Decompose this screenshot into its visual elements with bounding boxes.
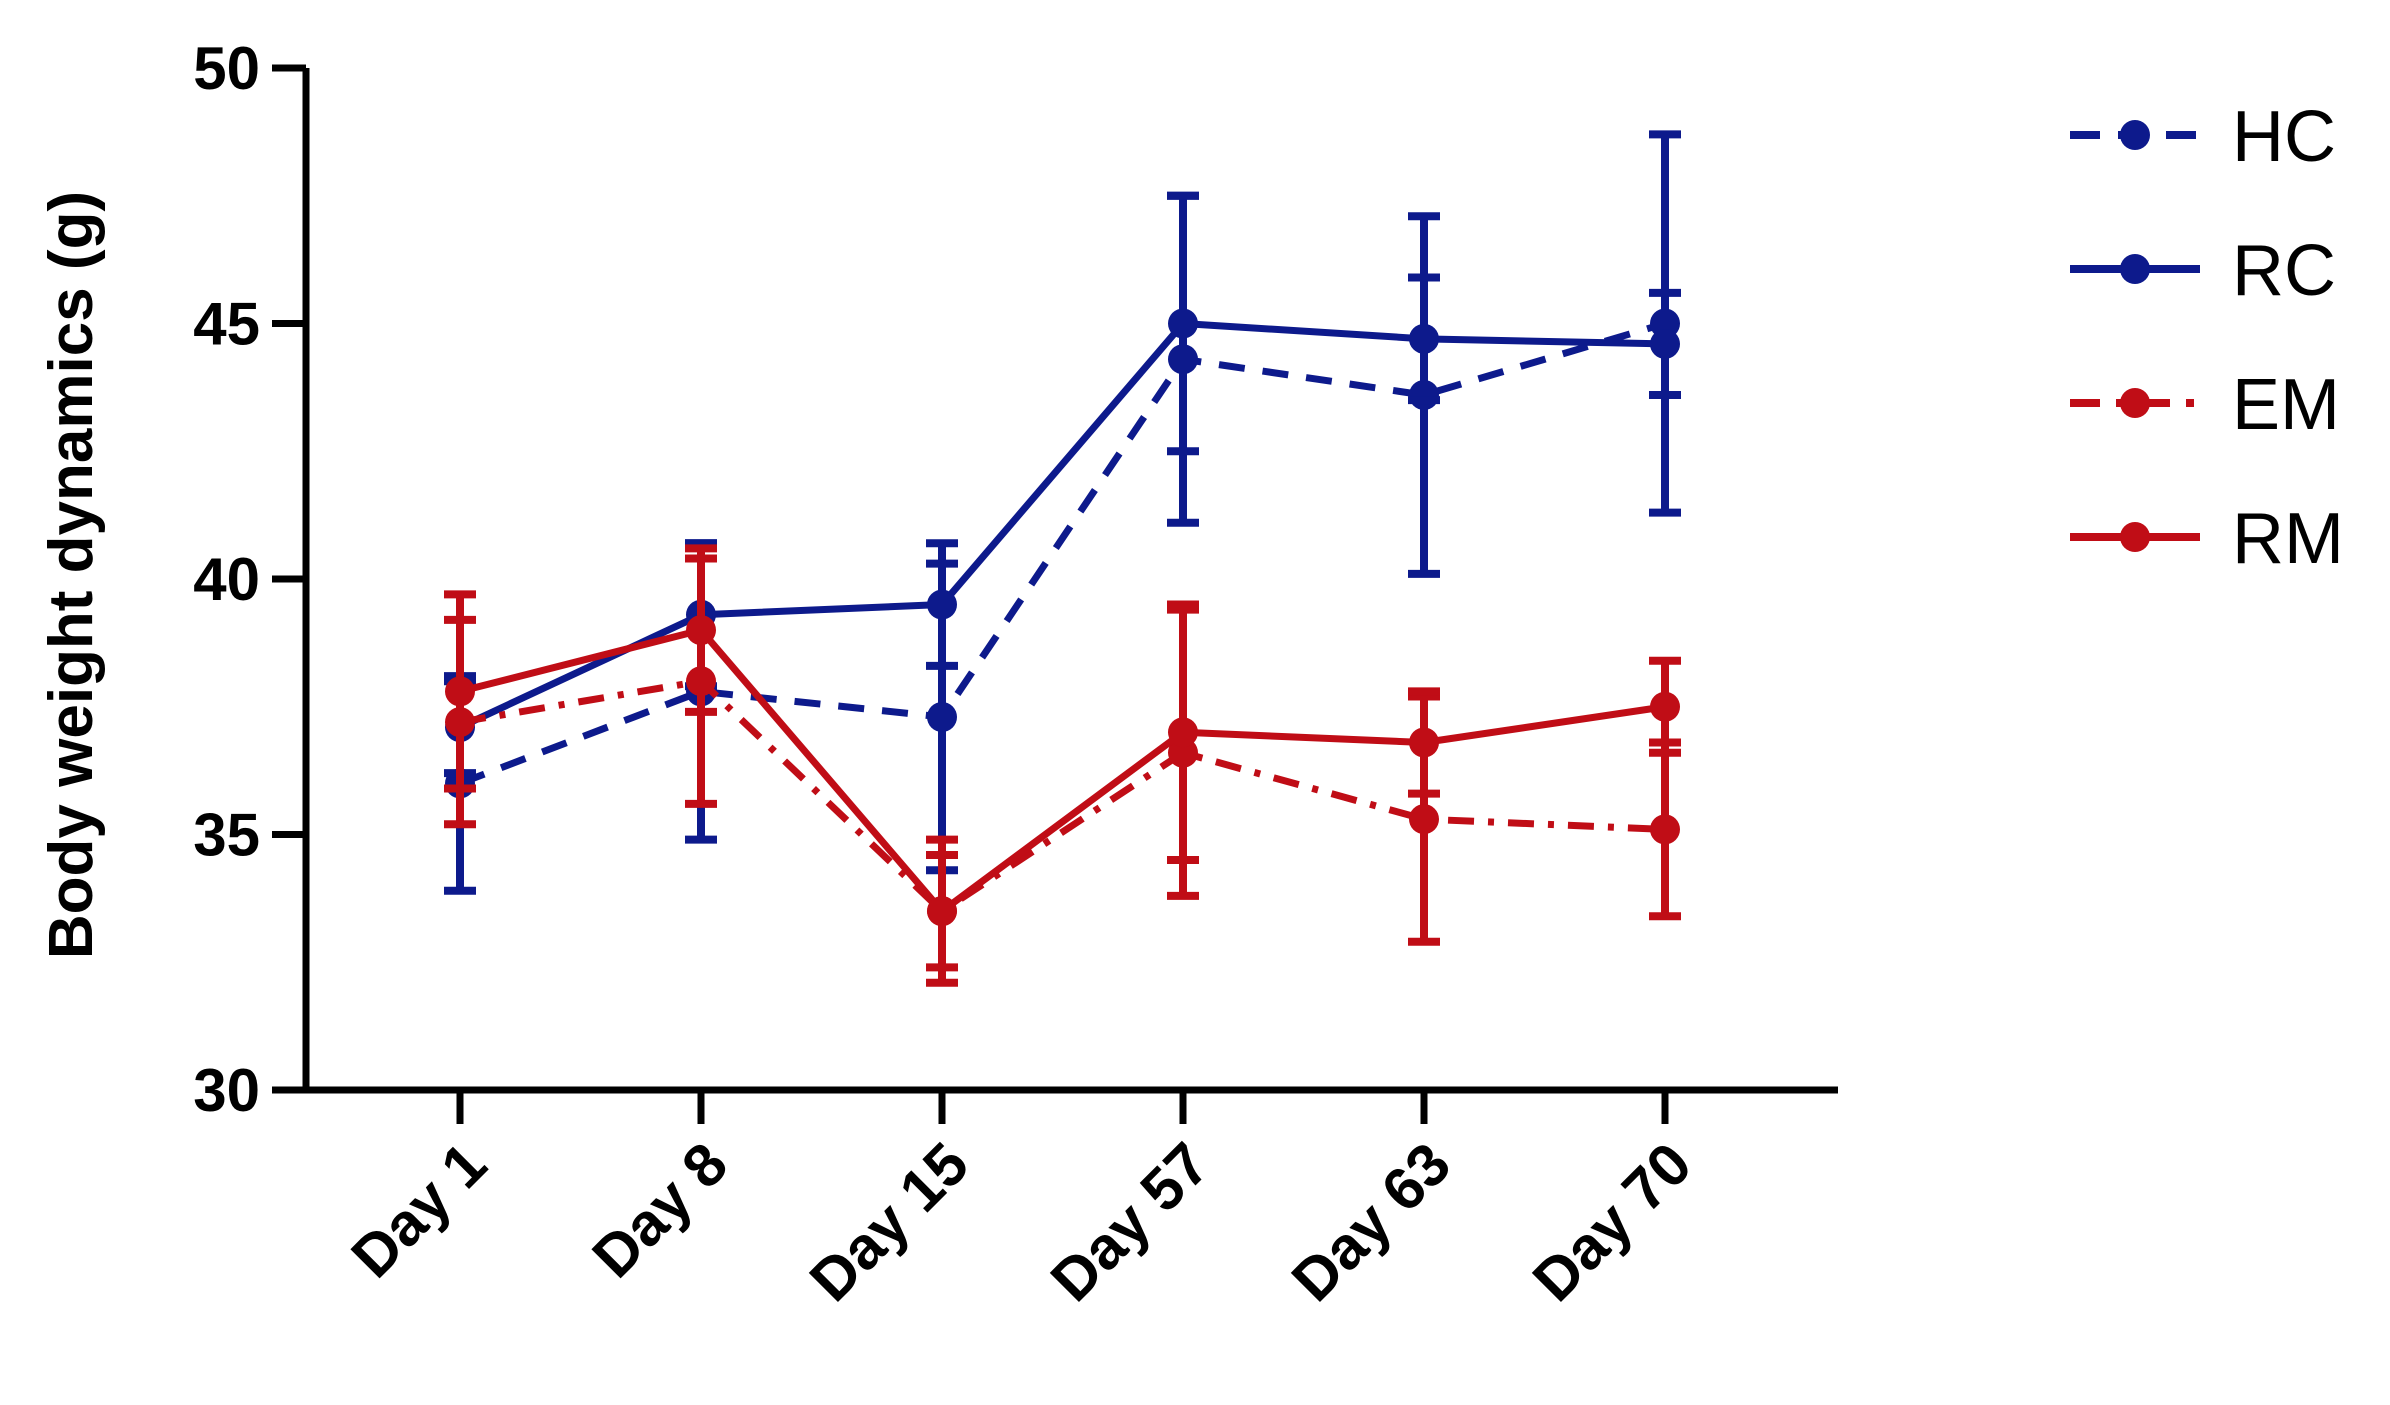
x-tick-label: Day 70 (1520, 1130, 1704, 1314)
series-rc (444, 191, 1681, 778)
y-tick-label: 50 (193, 35, 260, 102)
data-point (1409, 804, 1439, 835)
data-point (1168, 717, 1198, 748)
legend-item-hc: HC (2070, 97, 2336, 177)
series-line (459, 626, 1666, 915)
y-tick-label: 40 (193, 546, 260, 613)
legend-marker (2120, 388, 2150, 418)
series-line (459, 677, 1666, 915)
legend-label: EM (2232, 365, 2340, 445)
plot-area (444, 130, 1681, 987)
y-axis-label: Body weight dynamics (g) (37, 191, 106, 959)
series-hc (444, 130, 1681, 895)
series-em (444, 554, 1681, 987)
x-tick-label: Day 8 (580, 1130, 741, 1291)
data-point (1409, 727, 1439, 758)
legend-item-rm: RM (2070, 499, 2344, 579)
legend-marker (2120, 522, 2150, 552)
legend: HC RC EM RM (2070, 97, 2344, 579)
y-tick-label: 35 (193, 802, 260, 869)
x-tick-label: Day 1 (339, 1130, 500, 1291)
series-line (458, 320, 1666, 731)
x-tick-label: Day 57 (1038, 1130, 1222, 1314)
y-tick-label: 30 (193, 1057, 260, 1124)
legend-marker (2120, 254, 2150, 284)
data-point (927, 896, 957, 927)
legend-label: RM (2232, 499, 2344, 579)
data-point (1409, 323, 1439, 354)
series-line (458, 320, 1666, 787)
legend-label: HC (2232, 97, 2336, 177)
series-rm (444, 544, 1681, 972)
x-tick-label: Day 63 (1279, 1130, 1463, 1314)
data-point (927, 701, 957, 732)
x-tick-label: Day 15 (797, 1130, 981, 1314)
legend-label: RC (2232, 231, 2336, 311)
legend-item-em: EM (2070, 365, 2340, 445)
legend-marker (2120, 120, 2150, 150)
y-tick-label: 45 (193, 291, 260, 358)
data-point (1650, 328, 1680, 359)
data-point (1650, 691, 1680, 722)
legend-item-rc: RC (2070, 231, 2336, 311)
axes: 30 35 40 45 50 Day 1 Day 8 Day 15 Day 57 Day 63 Da… (193, 35, 1838, 1314)
data-point (927, 589, 957, 620)
data-point (1168, 308, 1198, 339)
data-point (445, 676, 475, 707)
data-point (1650, 814, 1680, 845)
data-point (686, 615, 716, 646)
